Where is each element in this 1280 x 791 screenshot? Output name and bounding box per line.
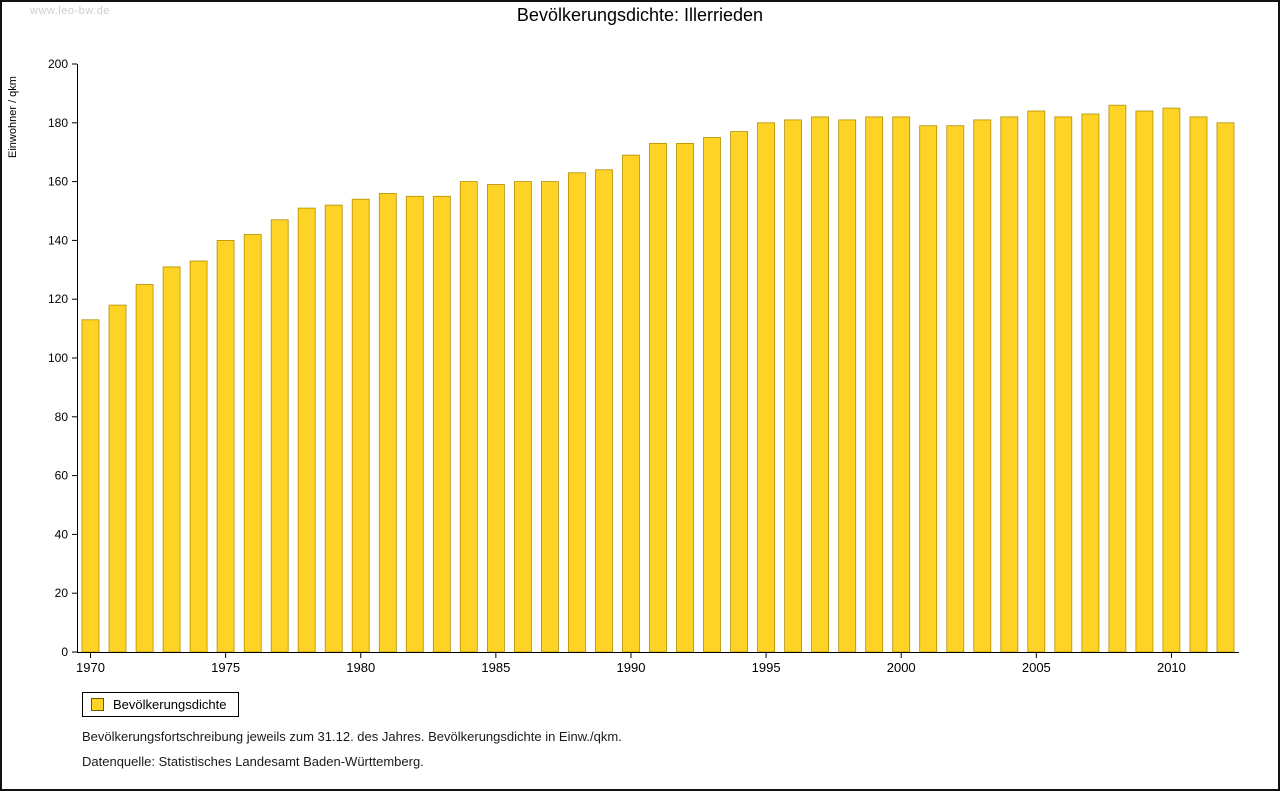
bar bbox=[757, 122, 775, 653]
y-tick-label: 160 bbox=[48, 175, 68, 189]
bar-chart: 0 20 40 60 80 100 120 140 160 180 200 1970 1975 1980 1… bbox=[7, 57, 1239, 675]
x-tick-label: 1995 bbox=[752, 660, 781, 675]
bar bbox=[919, 125, 938, 653]
bar bbox=[649, 142, 667, 653]
y-tick-label: 120 bbox=[48, 292, 68, 306]
bar bbox=[297, 207, 316, 653]
bar bbox=[1135, 110, 1154, 653]
y-tick-label: 20 bbox=[55, 586, 69, 600]
bar bbox=[973, 119, 992, 653]
bar bbox=[1216, 122, 1235, 653]
bar bbox=[108, 304, 127, 653]
bar bbox=[541, 181, 559, 653]
bar bbox=[1081, 113, 1100, 653]
y-tick-label: 200 bbox=[48, 57, 68, 71]
bar bbox=[1162, 107, 1181, 653]
bar bbox=[459, 181, 478, 653]
bar bbox=[703, 137, 721, 653]
bar bbox=[865, 116, 884, 653]
bar bbox=[568, 172, 586, 653]
bar bbox=[946, 125, 965, 653]
bar bbox=[892, 116, 911, 653]
bar bbox=[378, 192, 397, 653]
legend-swatch-icon bbox=[91, 698, 104, 711]
legend-label: Bevölkerungsdichte bbox=[113, 697, 227, 712]
bar bbox=[1189, 116, 1208, 653]
bar bbox=[676, 142, 694, 653]
x-tick-label: 2010 bbox=[1157, 660, 1186, 675]
y-tick-label: 180 bbox=[48, 116, 68, 130]
x-tick-label: 1985 bbox=[481, 660, 510, 675]
y-tick-label: 80 bbox=[55, 410, 69, 424]
bar bbox=[189, 260, 208, 653]
bar bbox=[405, 195, 424, 653]
bar bbox=[1000, 116, 1019, 653]
bar bbox=[730, 131, 748, 653]
bar bbox=[838, 119, 857, 653]
bar bbox=[514, 181, 532, 653]
bar bbox=[784, 119, 802, 653]
y-tick-label: 100 bbox=[48, 351, 68, 365]
x-tick-label: 2005 bbox=[1022, 660, 1051, 675]
x-tick-label: 1990 bbox=[617, 660, 646, 675]
y-axis-title: Einwohner / qkm bbox=[7, 76, 19, 158]
x-tick-label: 1975 bbox=[211, 660, 240, 675]
watermark: www.leo-bw.de bbox=[30, 5, 110, 17]
footnote-datasource: Datenquelle: Statistisches Landesamt Bad… bbox=[82, 754, 424, 769]
bar bbox=[324, 204, 343, 653]
y-tick-label: 140 bbox=[48, 233, 68, 247]
y-tick-label: 0 bbox=[61, 645, 68, 659]
bar bbox=[135, 284, 154, 653]
bar bbox=[1108, 104, 1127, 653]
legend: Bevölkerungsdichte bbox=[82, 692, 240, 717]
bar bbox=[432, 195, 451, 653]
x-tick-label: 2000 bbox=[887, 660, 916, 675]
bar bbox=[595, 169, 613, 653]
page-title: Bevölkerungsdichte: Illerrieden bbox=[516, 5, 764, 25]
bar bbox=[216, 239, 235, 653]
y-tick-label: 40 bbox=[55, 527, 69, 541]
bar bbox=[351, 198, 370, 653]
footnote-source-note: Bevölkerungsfortschreibung jeweils zum 3… bbox=[82, 729, 622, 744]
y-tick-label: 60 bbox=[55, 469, 69, 483]
bar bbox=[270, 219, 289, 653]
bar bbox=[1027, 110, 1046, 653]
bar bbox=[811, 116, 829, 653]
bar bbox=[81, 319, 100, 653]
bar bbox=[622, 154, 640, 653]
x-tick-label: 1970 bbox=[76, 660, 105, 675]
x-tick-label: 1980 bbox=[346, 660, 375, 675]
bar bbox=[243, 234, 262, 653]
bar bbox=[486, 184, 505, 653]
bar bbox=[162, 266, 181, 653]
bar bbox=[1054, 116, 1073, 653]
